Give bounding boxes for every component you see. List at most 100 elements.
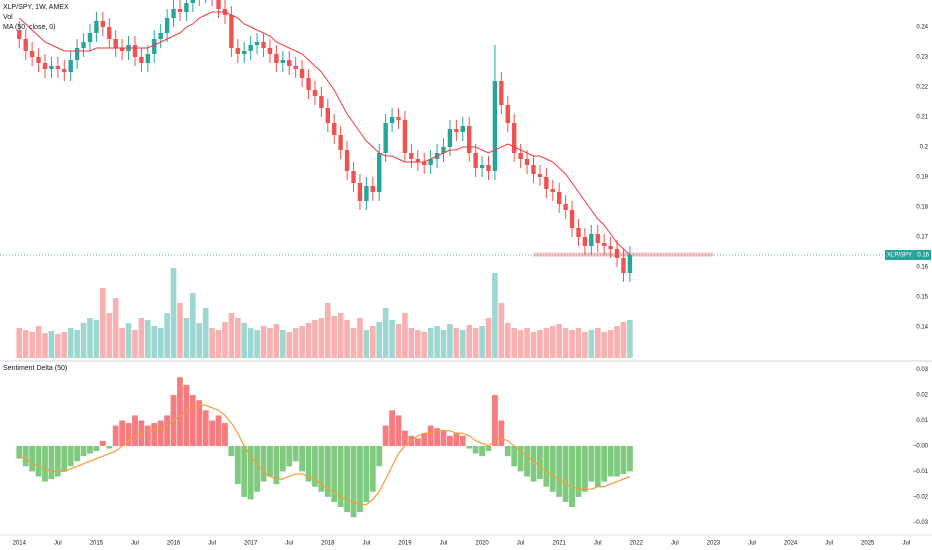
candle-body	[299, 69, 305, 78]
sentiment-bar	[524, 445, 530, 477]
volume-bar	[157, 328, 164, 358]
volume-bar	[209, 328, 215, 358]
x-tick-label: 2022	[630, 541, 644, 547]
candle-body	[428, 159, 433, 165]
volume-bar	[106, 313, 113, 358]
volume-bar	[80, 323, 87, 358]
volume-bar	[267, 328, 273, 358]
volume-bar	[48, 331, 55, 358]
volume-bar	[331, 316, 338, 358]
volume-bar	[55, 334, 61, 358]
volume-bar	[389, 320, 395, 358]
candle-body	[518, 153, 523, 159]
sentiment-bar	[582, 445, 588, 492]
volume-bar	[537, 330, 543, 358]
sentiment-bar	[299, 445, 305, 472]
candle-body	[396, 117, 401, 120]
x-tick-label: Jul	[285, 541, 293, 547]
candle-body	[402, 120, 408, 153]
candle-body	[42, 63, 48, 69]
candle-body	[589, 234, 594, 246]
sentiment-bar	[363, 445, 370, 502]
volume-bar	[241, 323, 248, 358]
candle-body	[608, 246, 613, 249]
sentiment-bar	[112, 425, 119, 446]
sentiment-bar	[312, 445, 318, 487]
candle-body	[229, 15, 234, 48]
candle-body	[119, 48, 125, 51]
candle-body	[49, 66, 54, 69]
y-tick-label: 0.23	[916, 55, 928, 61]
x-tick-label: 2019	[398, 541, 412, 547]
volume-bar	[549, 326, 556, 358]
sentiment-bar	[35, 445, 42, 477]
y-tick-label: 0.02	[916, 393, 928, 399]
volume-bar	[466, 325, 473, 358]
sentiment-bar	[305, 445, 312, 482]
candle-body	[23, 39, 28, 51]
volume-bar	[511, 328, 518, 358]
last-price-value: 0.16	[917, 253, 929, 259]
legend-title: XLP/SPY, 1W, AMEX	[3, 4, 69, 11]
candle-body	[601, 243, 607, 246]
candle-body	[164, 18, 170, 33]
volume-bar	[35, 326, 42, 358]
y-tick-label: 0.15	[916, 295, 928, 301]
sentiment-bar	[575, 445, 582, 497]
sentiment-bar	[119, 420, 126, 446]
volume-bar	[228, 313, 235, 358]
candle-body	[614, 249, 620, 258]
volume-bar	[125, 323, 132, 358]
y-tick-label: 0.16	[916, 265, 928, 271]
volume-bar	[556, 324, 562, 358]
sentiment-bar	[369, 445, 376, 492]
sentiment-bar	[331, 445, 338, 502]
candle-body	[216, 0, 221, 9]
candle-body	[512, 123, 517, 153]
volume-bar	[183, 318, 190, 358]
candle-body	[338, 135, 343, 150]
x-tick-label: 2020	[475, 541, 489, 547]
x-tick-label: Jul	[363, 541, 371, 547]
sentiment-bar	[279, 445, 286, 472]
candle-body	[17, 30, 22, 39]
volume-bar	[440, 330, 447, 358]
x-tick-label: 2017	[244, 541, 258, 547]
candle-body	[621, 258, 626, 273]
candle-body	[113, 39, 118, 48]
candle-body	[479, 165, 485, 168]
volume-bar	[299, 326, 305, 358]
candle-body	[248, 45, 253, 51]
sentiment-bar	[607, 445, 614, 477]
candle-body	[550, 189, 555, 192]
volume-bar	[16, 328, 23, 358]
candle-body	[467, 126, 472, 153]
candle-body	[81, 42, 86, 48]
y-tick-label: 0.24	[916, 25, 928, 31]
x-tick-label: Jul	[748, 541, 756, 547]
sentiment-bar	[42, 445, 48, 482]
volume-bar	[370, 326, 376, 358]
candle-body	[422, 162, 427, 165]
candle-body	[190, 0, 196, 3]
x-tick-label: Jul	[131, 541, 139, 547]
sentiment-bar	[157, 420, 164, 446]
sentiment-bar	[594, 445, 601, 487]
candle-body	[595, 234, 600, 243]
volume-bar	[305, 323, 312, 358]
sentiment-bar	[254, 445, 261, 492]
volume-bar	[177, 303, 183, 358]
sentiment-bar	[350, 445, 357, 518]
volume-bar	[350, 328, 357, 358]
legend-volume: Vol	[3, 14, 13, 21]
sentiment-bar	[434, 428, 440, 446]
sentiment-bar	[48, 445, 55, 480]
x-tick-label: Jul	[54, 541, 62, 547]
volume-bar	[382, 308, 389, 358]
sentiment-bar	[54, 445, 61, 477]
candle-body	[293, 66, 298, 69]
sentiment-bar	[601, 445, 608, 482]
volume-bar	[93, 320, 100, 358]
